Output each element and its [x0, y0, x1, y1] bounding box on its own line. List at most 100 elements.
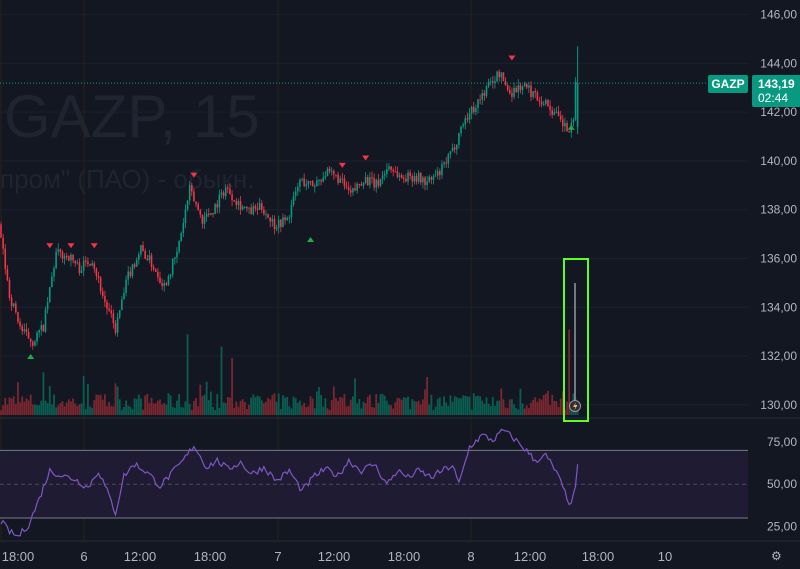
candle-body	[330, 171, 333, 173]
candle-body	[118, 310, 121, 318]
candle-body	[40, 325, 43, 330]
volume-bar	[209, 391, 212, 415]
volume-bar	[25, 398, 28, 415]
candle-body	[51, 276, 53, 288]
candle-body	[398, 175, 401, 177]
candle-body	[400, 175, 403, 178]
volume-bar	[474, 396, 477, 415]
candle-body	[307, 181, 310, 185]
volume-bar	[436, 398, 439, 415]
candle-body	[466, 118, 469, 120]
buy-signal-marker	[567, 124, 575, 130]
candle-body	[4, 248, 7, 269]
volume-bar	[6, 404, 9, 415]
candle-body	[523, 84, 526, 87]
volume-bar	[502, 399, 505, 415]
candle-body	[163, 283, 166, 286]
volume-bar	[57, 405, 60, 415]
y-tick-label: 142,00	[760, 105, 797, 119]
gear-icon[interactable]: ⚙	[771, 549, 782, 563]
volume-bar	[165, 404, 168, 415]
volume-bar	[358, 398, 361, 415]
volume-bar	[455, 397, 458, 415]
volume-bar	[129, 406, 132, 415]
candle-body	[38, 329, 40, 333]
buy-signal-marker	[27, 354, 35, 360]
volume-bar	[362, 401, 365, 415]
candle-body	[6, 268, 9, 281]
volume-bar	[241, 399, 244, 415]
volume-bar	[53, 394, 55, 415]
candle-body	[568, 131, 570, 133]
candle-body	[27, 331, 30, 339]
candle-body	[347, 187, 350, 191]
volume-bar	[131, 409, 134, 415]
volume-bar	[182, 407, 185, 415]
candle-body	[89, 264, 91, 266]
volume-bar	[42, 372, 45, 415]
volume-bar	[496, 400, 498, 415]
volume-bar	[292, 396, 295, 415]
volume-bar	[267, 397, 270, 415]
volume-bar	[21, 396, 24, 415]
volume-bar	[326, 408, 329, 415]
volume-bar	[237, 406, 240, 415]
volume-bar	[89, 406, 91, 415]
volume-bar	[120, 409, 123, 415]
volume-bar	[347, 405, 350, 415]
volume-bar	[424, 389, 426, 415]
volume-bar	[184, 401, 187, 415]
volume-bar	[82, 375, 85, 415]
candle-body	[231, 194, 233, 201]
candle-body	[538, 100, 541, 102]
volume-bar	[29, 394, 32, 415]
x-tick-label: 12:00	[318, 549, 351, 564]
candle-body	[250, 207, 252, 215]
volume-bar	[530, 402, 532, 415]
candle-body	[542, 103, 545, 105]
volume-bar	[364, 402, 367, 415]
volume-bar	[485, 397, 488, 415]
volume-bar	[294, 398, 297, 415]
volume-bar	[262, 403, 265, 415]
volume-bar	[95, 394, 98, 415]
candle-body	[415, 176, 418, 182]
candle-body	[549, 105, 551, 111]
buy-signal-marker	[307, 236, 315, 242]
volume-bar	[296, 402, 299, 415]
candle-body	[106, 301, 108, 309]
candle-body	[78, 262, 81, 273]
candle-body	[464, 118, 467, 125]
candle-body	[443, 162, 445, 165]
volume-bar	[235, 401, 238, 415]
watermark-subtitle: пром" (ПАО) - обыкн.	[0, 164, 255, 194]
candle-body	[309, 181, 312, 183]
volume-bar	[549, 404, 551, 415]
candle-body	[59, 249, 62, 252]
candle-body	[564, 123, 566, 127]
candle-body	[157, 271, 159, 278]
volume-bar	[123, 407, 125, 415]
volume-bar	[63, 406, 66, 415]
candle-body	[182, 222, 185, 234]
volume-bar	[197, 406, 200, 415]
candle-body	[407, 172, 409, 182]
volume-bar	[527, 408, 530, 415]
candle-body	[65, 256, 68, 258]
candle-body	[110, 310, 113, 314]
candle-body	[364, 177, 367, 184]
candle-body	[42, 325, 45, 332]
candle-body	[239, 201, 242, 210]
candle-body	[545, 100, 547, 104]
volume-bar	[205, 381, 208, 415]
volume-bar	[218, 407, 221, 415]
candle-body	[479, 99, 481, 101]
candle-body	[142, 245, 144, 251]
candle-body	[201, 214, 204, 224]
x-tick-label: 18:00	[2, 549, 35, 564]
candle-body	[557, 111, 560, 116]
candle-body	[125, 279, 127, 293]
candle-body	[362, 183, 365, 186]
candle-body	[403, 177, 405, 179]
